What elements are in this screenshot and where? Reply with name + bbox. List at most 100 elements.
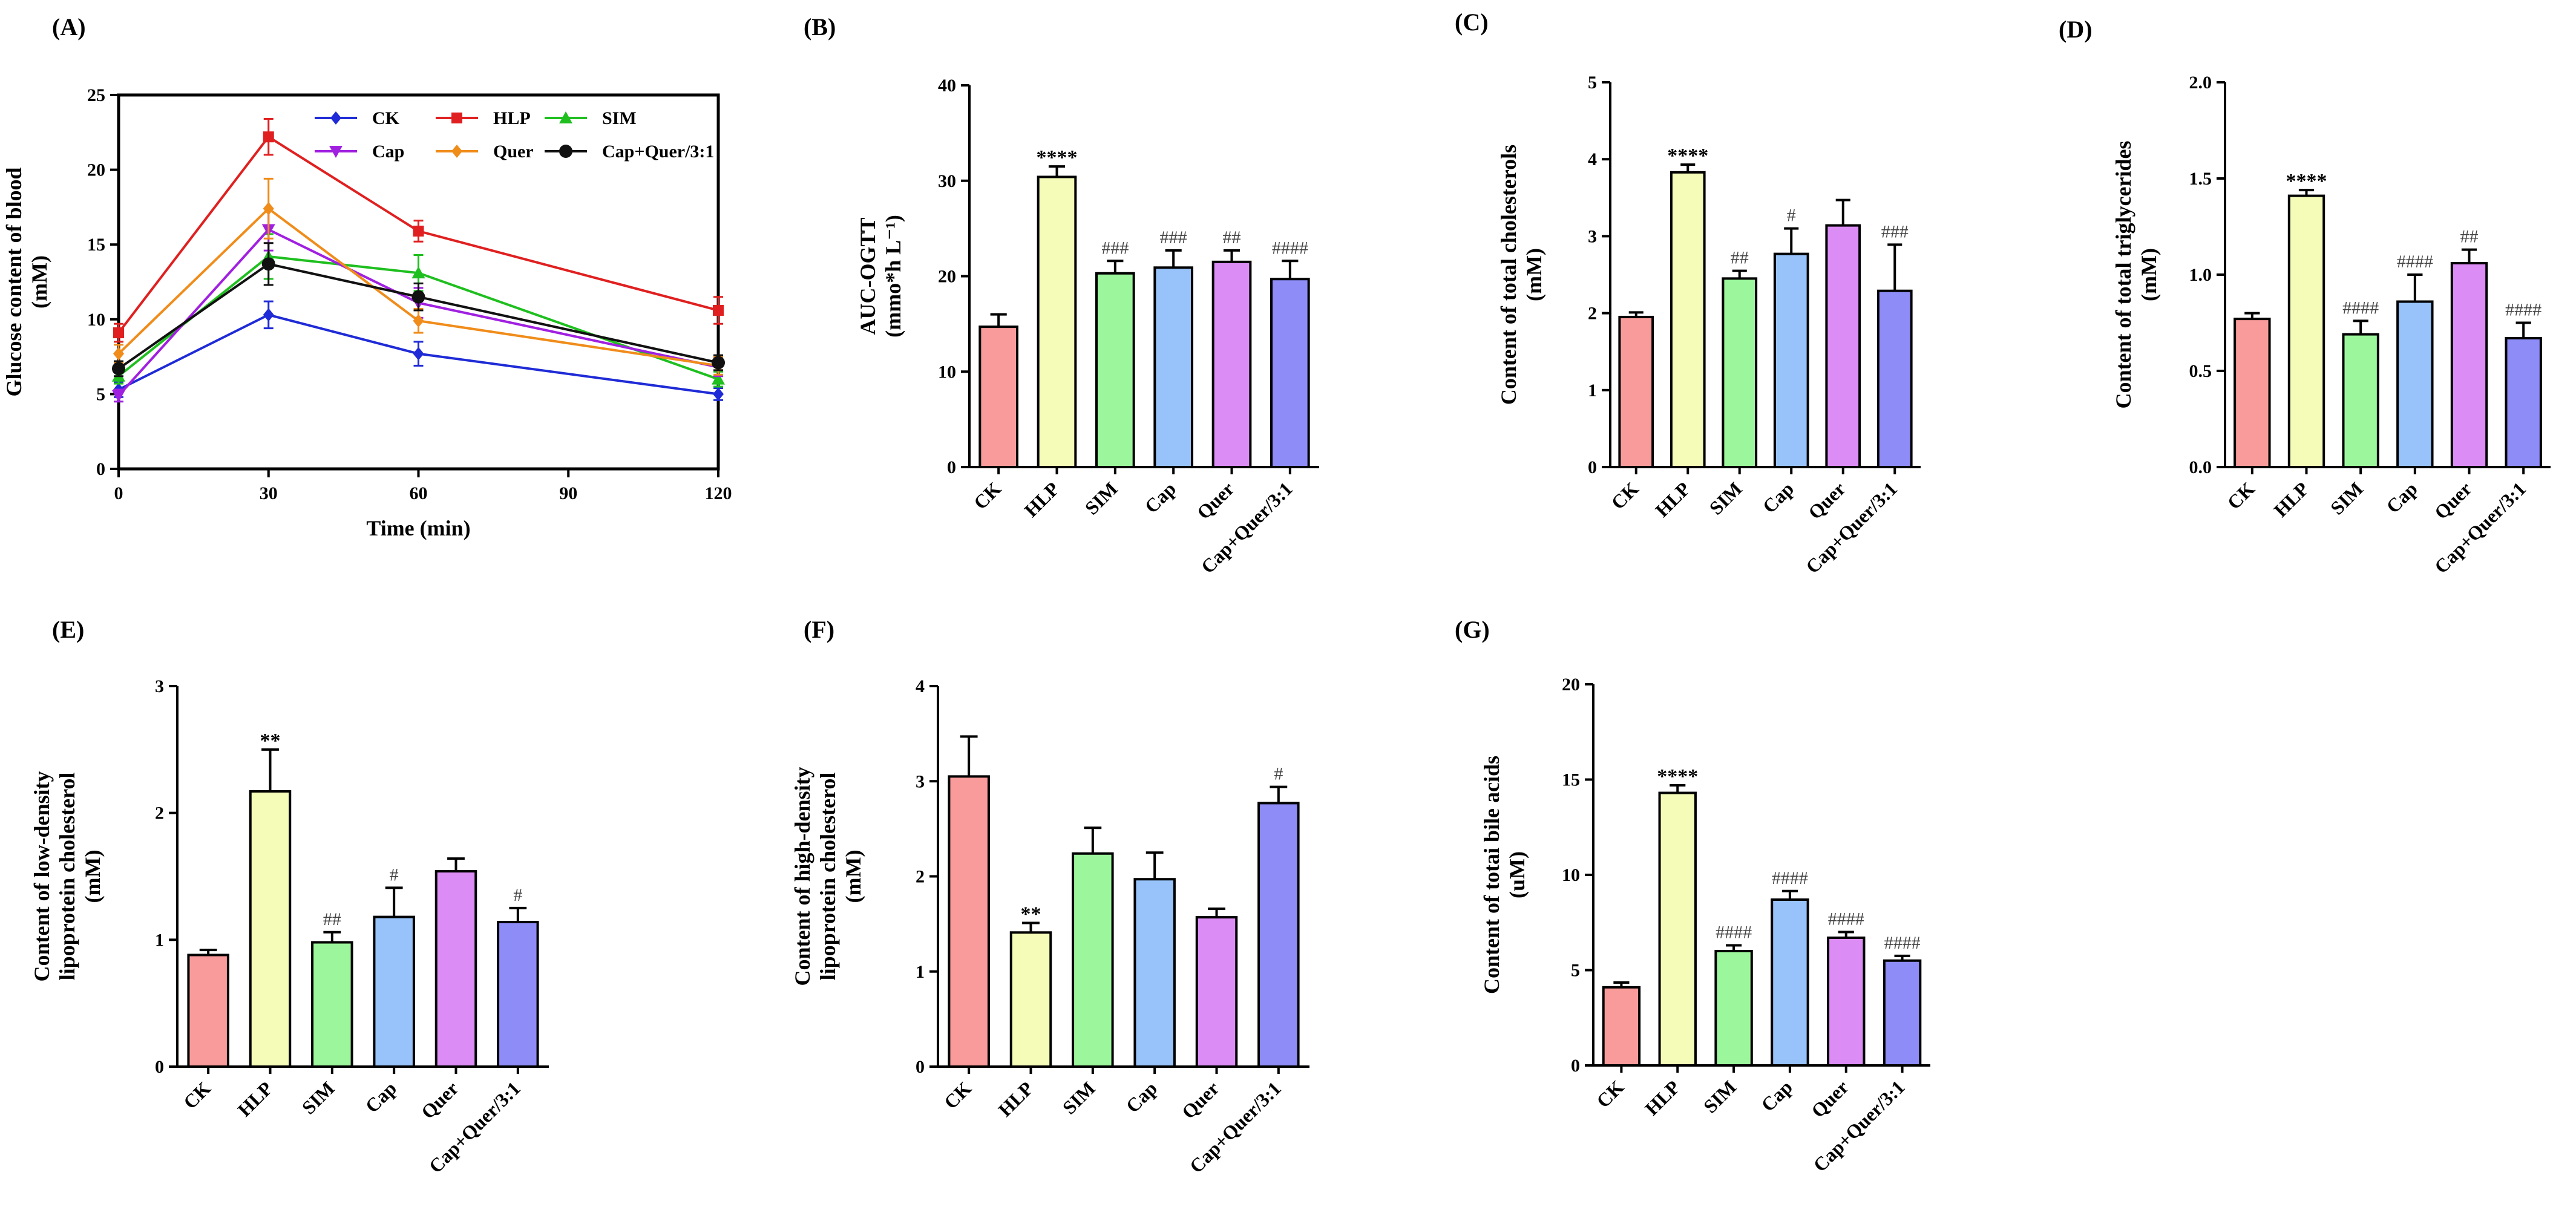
marker-square (413, 225, 424, 237)
y-tick-label: 30 (938, 171, 956, 191)
category-label: CK (969, 477, 1005, 513)
marker-diamond (263, 201, 274, 215)
legend-label: SIM (602, 108, 637, 128)
marker-diamond (113, 347, 124, 361)
significance-label: #### (1884, 933, 1921, 953)
marker-square (113, 327, 124, 339)
legend-item: HLP (436, 108, 531, 128)
category-label: SIM (1058, 1077, 1100, 1118)
bar-hlp (1670, 171, 1706, 468)
significance-label: #### (1828, 909, 1864, 929)
category-label: Cap (1140, 477, 1180, 517)
y-axis-title: (mM) (1522, 248, 1546, 301)
y-tick-label: 4 (1588, 149, 1597, 169)
category-label: SIM (298, 1077, 339, 1118)
y-tick-label: 3 (155, 676, 164, 696)
y-tick-label: 20 (87, 160, 105, 180)
bar-hlp (1658, 791, 1697, 1067)
category-label: HLP (1640, 1076, 1684, 1119)
y-tick-label: 4 (916, 676, 925, 696)
bar-cap-quer-3-1 (1883, 959, 1922, 1067)
marker-circle (411, 290, 425, 304)
marker-diamond (413, 314, 424, 328)
category-label: CK (1607, 477, 1642, 513)
category-label: Quer (1804, 477, 1850, 523)
bar-quer (1827, 936, 1866, 1067)
category-label: Quer (1807, 1076, 1853, 1122)
y-tick-label: 2 (916, 867, 925, 887)
series-line-ck (118, 313, 719, 396)
y-tick-label: 5 (1588, 73, 1597, 93)
x-axis-title: Time (min) (366, 516, 470, 540)
significance-label: #### (2342, 298, 2379, 318)
y-tick-label: 0.5 (2189, 361, 2212, 381)
y-axis-title: (mM) (80, 850, 105, 903)
y-tick-label: 2 (1588, 304, 1597, 324)
marker-circle (559, 145, 572, 158)
bar-cap-quer-3-1 (1270, 278, 1310, 468)
bar-cap-quer-3-1 (1257, 802, 1300, 1068)
significance-label: **** (1657, 765, 1698, 788)
panel-a-line-chart: (A) 0 5 10 15 20 25 Glucose content of blood (mM… (2, 13, 732, 540)
panel-d-bar-chart: (D) 0.0 0.5 1.0 1.5 2.0 Content of total trigl… (2059, 16, 2551, 578)
y-tick-label: 15 (87, 235, 105, 255)
y-axis-title: (mM) (841, 850, 865, 903)
bar-quer (434, 870, 477, 1068)
y-tick-label: 3 (916, 771, 925, 791)
category-label: HLP (994, 1077, 1037, 1120)
y-axis-title: Content of totai bile acids (1480, 756, 1504, 994)
bar-cap-quer-3-1 (2505, 336, 2542, 468)
category-label: CK (179, 1077, 215, 1113)
y-axis-title: (mmo*h L⁻¹) (881, 215, 905, 338)
category-label: Quer (1178, 1077, 1224, 1123)
significance-label: **** (1037, 146, 1078, 169)
bar-hlp (1009, 931, 1052, 1068)
marker-square (713, 304, 724, 316)
bar-cap-quer-3-1 (497, 920, 539, 1068)
bar-cap (1771, 898, 1809, 1067)
marker-diamond (413, 347, 424, 361)
panel-label: (B) (804, 13, 836, 41)
y-tick-label: 0 (155, 1057, 164, 1077)
y-tick-label: 1 (155, 930, 164, 950)
category-label: CK (1592, 1076, 1628, 1111)
significance-label: ## (2460, 227, 2479, 247)
significance-label: #### (2397, 252, 2433, 272)
category-label: HLP (233, 1077, 277, 1120)
panel-b-bar-chart: (B) 0 10 20 30 40 AUC-OGTT (mmo*h L⁻¹) CK **** HLP… (804, 13, 1319, 578)
bar-ck (978, 325, 1018, 468)
bar-sim (2342, 333, 2379, 469)
significance-label: **** (1667, 145, 1708, 167)
panel-f-bar-chart: (F) 0 1 2 3 4 Content of high-density lipoprote… (790, 616, 1309, 1177)
bar-ck (948, 775, 990, 1068)
category-label: HLP (2269, 477, 2313, 521)
significance-label: ** (260, 730, 281, 752)
marker-triangle-down (112, 390, 125, 402)
category-label: CK (940, 1077, 975, 1113)
y-tick-label: 40 (938, 76, 956, 96)
bar-sim (311, 941, 353, 1068)
significance-label: ### (1160, 227, 1187, 247)
significance-label: #### (1716, 923, 1752, 943)
significance-label: ## (1223, 227, 1241, 247)
panel-label: (F) (804, 616, 834, 643)
significance-label: #### (2505, 300, 2542, 320)
marker-square (263, 131, 274, 143)
bar-hlp (1037, 175, 1077, 468)
x-tick-label: 60 (410, 483, 428, 503)
category-label: HLP (1020, 477, 1063, 521)
bar-quer (1195, 916, 1238, 1068)
panel-e-bar-chart: (E) 0 1 2 3 Content of low-density lipoprotein… (30, 616, 549, 1177)
panel-label: (D) (2059, 16, 2093, 43)
bar-cap (1133, 878, 1176, 1068)
y-axis-title: Content of total cholesterols (1496, 145, 1521, 405)
category-label: SIM (1699, 1076, 1740, 1117)
marker-diamond (330, 111, 341, 125)
x-tick-label: 30 (260, 483, 278, 503)
category-label: HLP (1651, 477, 1694, 521)
legend-label: Quer (493, 142, 534, 162)
bar-ck (1602, 986, 1641, 1067)
significance-label: # (390, 865, 399, 885)
marker-square (451, 113, 462, 123)
